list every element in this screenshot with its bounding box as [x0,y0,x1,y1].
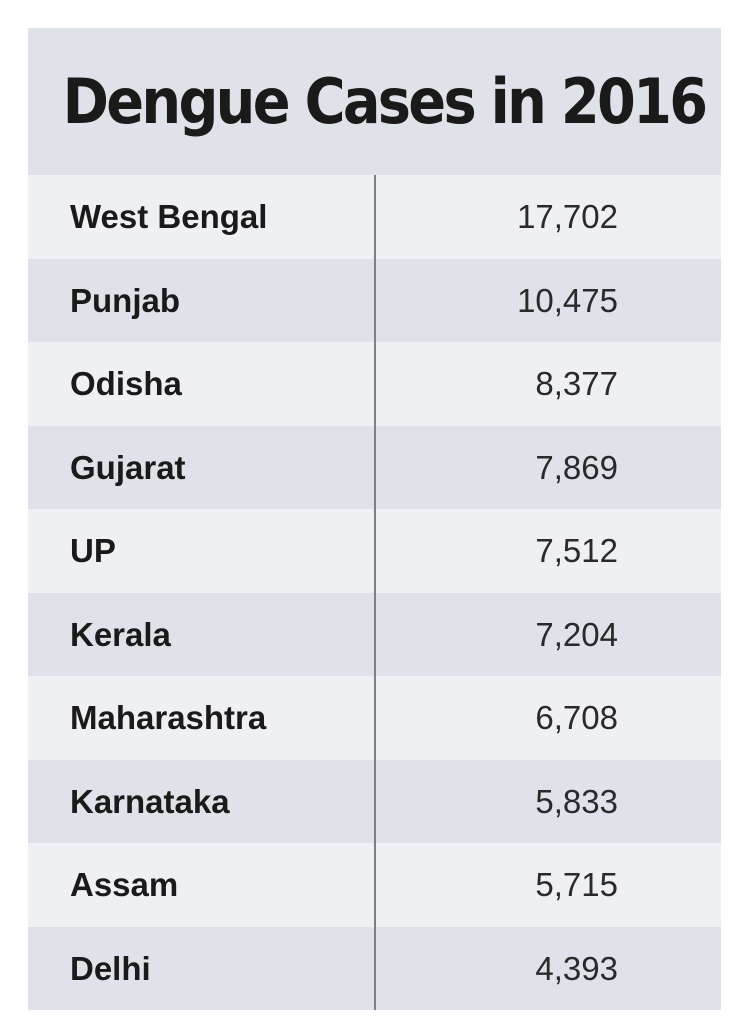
table-title: Dengue Cases in 2016 [62,65,708,138]
state-name-cell: Karnataka [70,782,230,820]
dengue-table-card: Dengue Cases in 2016 West Bengal 17,702 Pu… [28,28,721,1010]
case-count-cell: 8,377 [535,365,618,402]
case-count-cell: 5,715 [535,866,618,903]
column-divider [374,175,376,1010]
state-name-cell: West Bengal [70,198,268,235]
case-count-cell: 5,833 [535,782,618,820]
state-name-cell: UP [70,532,116,569]
title-band: Dengue Cases in 2016 [28,28,721,175]
state-name-cell: Kerala [70,615,171,653]
state-name-cell: Assam [70,866,179,903]
case-count-cell: 10,475 [517,281,618,319]
case-count-cell: 7,869 [535,448,618,486]
state-name-cell: Odisha [70,365,182,402]
state-name-cell: Delhi [70,949,151,987]
state-name-cell: Maharashtra [70,699,267,736]
case-count-cell: 7,512 [535,532,618,569]
case-count-cell: 4,393 [535,949,618,987]
case-count-cell: 17,702 [517,198,618,235]
case-count-cell: 6,708 [535,699,618,736]
state-name-cell: Punjab [70,281,181,319]
state-name-cell: Gujarat [70,448,186,486]
case-count-cell: 7,204 [535,615,618,653]
